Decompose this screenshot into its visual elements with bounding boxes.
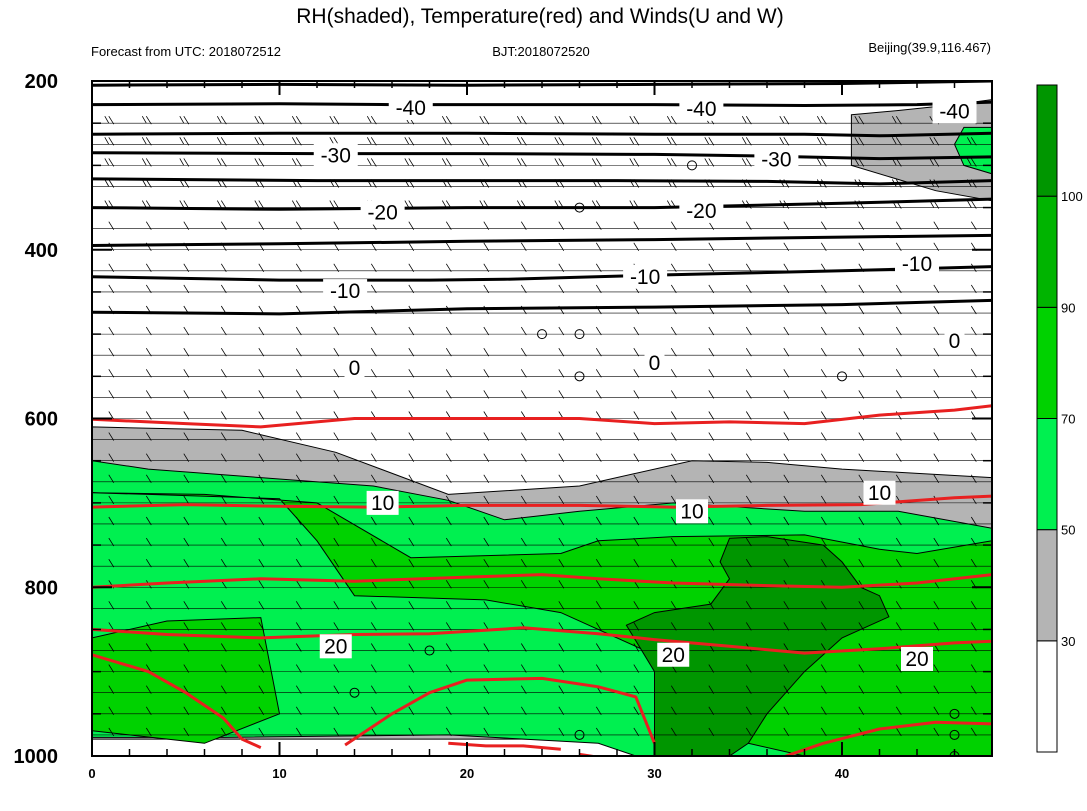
rh-region-dark-green-6 xyxy=(625,536,890,756)
rh-region-light-green-3 xyxy=(953,126,992,175)
black-contour-2 xyxy=(92,131,992,138)
contour-label: 0 xyxy=(949,330,961,353)
colorbar-label: 100 xyxy=(1061,189,1083,204)
wind-calm-circle xyxy=(574,329,585,340)
y-tick-label: 600 xyxy=(25,409,58,431)
y-tick-label: 800 xyxy=(25,577,58,599)
black-contour-4 xyxy=(92,177,992,186)
contour-label-box xyxy=(360,200,405,225)
black-contour-1 xyxy=(92,100,992,107)
contour-label-box xyxy=(313,143,358,168)
wind-calm-circle xyxy=(949,729,960,740)
contour-label-box xyxy=(323,279,368,304)
contour-label: -10 xyxy=(902,253,932,276)
colorbar-swatch xyxy=(1036,418,1058,531)
contour-label: -40 xyxy=(939,100,969,123)
contour-label-box xyxy=(863,480,896,505)
subtitle-center: BJT:2018072520 xyxy=(492,44,590,59)
wind-calm-circle xyxy=(949,708,960,719)
black-contour-6 xyxy=(92,233,992,247)
contour-label: 20 xyxy=(662,644,685,667)
wind-calm-circle xyxy=(349,687,360,698)
contour-label: -30 xyxy=(761,148,791,171)
black-contour-7 xyxy=(92,265,992,282)
x-tick-label: 0 xyxy=(88,766,95,781)
contour-label: 20 xyxy=(324,635,347,658)
contour-label-box xyxy=(679,96,724,121)
contour-label-box xyxy=(901,646,933,671)
contour-label-box xyxy=(932,99,977,124)
contour-label: -40 xyxy=(686,98,716,121)
wind-calm-circle xyxy=(574,371,585,382)
contour-label-box xyxy=(895,252,939,277)
x-tick-label: 20 xyxy=(460,766,474,781)
contour-label-box xyxy=(366,490,399,515)
colorbar-swatch xyxy=(1036,529,1058,642)
colorbar-swatch xyxy=(1036,306,1058,420)
y-tick-label: 400 xyxy=(25,240,58,262)
colorbar-swatch xyxy=(1036,640,1058,753)
subtitle-left: Forecast from UTC: 2018072512 xyxy=(91,44,281,59)
wind-calm-circle xyxy=(687,160,697,171)
temperature-contour-2 xyxy=(92,573,992,589)
temperature-contour-4 xyxy=(92,653,262,749)
contour-label-box xyxy=(344,355,365,380)
colorbar: 30 50 70 90 100 xyxy=(1036,84,1083,753)
temperature-contour-3 xyxy=(92,626,992,655)
black-contour-8 xyxy=(92,298,992,316)
contour-label: -30 xyxy=(321,144,351,167)
rh-region-gray-1 xyxy=(850,99,992,202)
contour-label: 0 xyxy=(649,352,661,375)
wind-calm-circle xyxy=(574,729,585,740)
chart-title: RH(shaded), Temperature(red) and Winds(U… xyxy=(296,5,783,28)
contour-label-box xyxy=(944,328,965,353)
colorbar-swatch xyxy=(1036,195,1058,308)
contour-label-box xyxy=(388,96,433,120)
contour-label: 10 xyxy=(680,500,703,523)
black-contour-0 xyxy=(92,81,992,87)
contour-label-box xyxy=(644,350,665,375)
x-tick-label: 30 xyxy=(647,766,661,781)
wind-calm-circle xyxy=(537,329,547,340)
contour-label-box xyxy=(754,147,799,172)
colorbar-label: 90 xyxy=(1061,300,1075,315)
black-contour-5 xyxy=(92,197,992,211)
contour-labels-layer: -40 -40 -40 -30 -30 -20 -20 -10 -10 -10 0 0 0 10 10 10 2… xyxy=(313,96,977,671)
colorbar-label: 50 xyxy=(1061,523,1075,538)
temperature-contour-0 xyxy=(92,404,992,429)
contour-label-box xyxy=(679,198,724,223)
contour-label-box xyxy=(319,634,352,659)
y-tick-label: 1000 xyxy=(14,746,59,768)
subtitle-right: Beijing(39.9,116.467) xyxy=(868,40,991,55)
x-tick-label: 40 xyxy=(835,766,849,781)
contour-label: -10 xyxy=(630,266,660,289)
y-tick-label: 200 xyxy=(25,71,58,93)
contour-label: 10 xyxy=(371,492,394,515)
contour-label-box xyxy=(623,264,668,289)
contour-label: 20 xyxy=(905,648,928,671)
x-tick-label: 10 xyxy=(272,766,286,781)
contour-label: -40 xyxy=(396,97,426,120)
contour-label: -20 xyxy=(367,202,397,225)
temperature-contour-5 xyxy=(344,676,656,747)
contour-label: 0 xyxy=(349,357,361,380)
contour-label-box xyxy=(657,642,690,667)
contour-label-box xyxy=(676,499,708,524)
temperature-contour-8 xyxy=(785,720,992,756)
colorbar-label: 70 xyxy=(1061,412,1075,427)
contour-label: 10 xyxy=(868,482,891,505)
contour-label: -20 xyxy=(686,200,716,223)
colorbar-label: 30 xyxy=(1061,634,1075,649)
contour-label: -10 xyxy=(330,280,360,303)
wind-calm-circle xyxy=(424,645,435,656)
wind-calm-circle xyxy=(837,371,847,382)
colorbar-swatch xyxy=(1036,84,1058,197)
